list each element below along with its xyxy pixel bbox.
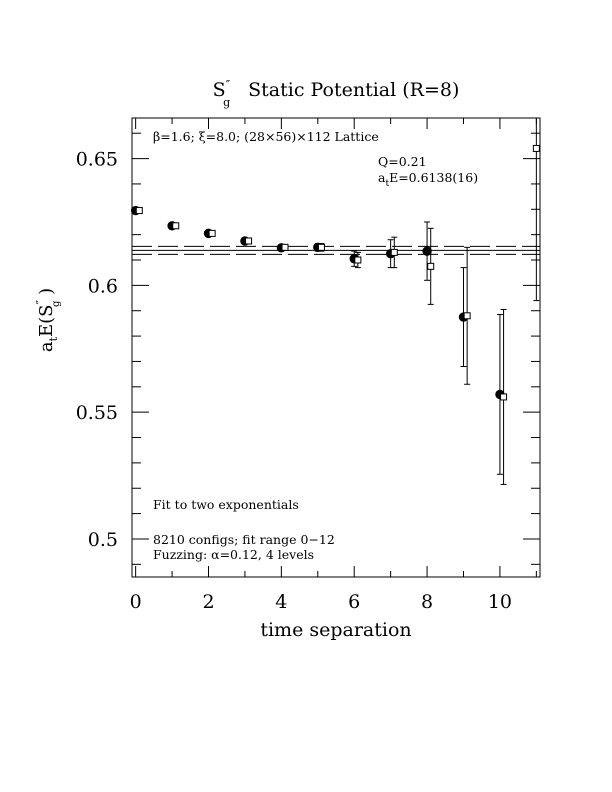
plot-frame — [131, 117, 541, 578]
data-point-square — [135, 207, 143, 215]
data-point-square — [354, 256, 362, 264]
x-tick-label: 4 — [275, 591, 287, 613]
fit-note-annotation: Fit to two exponentials — [153, 497, 299, 512]
y-tick-label: 0.5 — [88, 529, 118, 551]
x-tick-label: 10 — [488, 591, 512, 613]
configs-annotation: 8210 configs; fit range 0−12 — [153, 532, 335, 547]
x-axis-label: time separation — [260, 619, 411, 641]
lattice-annotation: β=1.6; ξ=8.0; (28×56)×112 Lattice — [153, 129, 379, 144]
data-point-square — [245, 237, 253, 245]
x-tick-label: 2 — [202, 591, 214, 613]
y-tick-label: 0.6 — [88, 275, 118, 297]
plot-layer: 0 2 4 6 8 10 0.5 0.55 0.6 0.65 — [76, 117, 541, 613]
y-tick-label: 0.55 — [76, 402, 118, 424]
data-point-square — [172, 222, 180, 230]
q-value-annotation: Q=0.21 — [378, 154, 427, 169]
data-point-square — [463, 312, 471, 320]
data-point-square — [281, 243, 289, 251]
y-tick-label: 0.65 — [76, 149, 118, 171]
x-tick-label: 6 — [348, 591, 360, 613]
data-point-square — [500, 393, 508, 401]
data-point-circle — [422, 246, 432, 256]
data-point-square — [208, 229, 216, 237]
data-point-square — [317, 243, 325, 251]
data-point-square — [390, 248, 398, 256]
energy-annotation: atE=0.6138(16) — [378, 170, 478, 189]
fuzzing-annotation: Fuzzing: α=0.12, 4 levels — [153, 547, 314, 562]
data-point-square — [427, 262, 435, 270]
chart-title: S″ gStatic Potential (R=8) — [213, 78, 460, 109]
y-axis-label: atE(S″ g ) — [34, 288, 62, 352]
data-point-square — [532, 144, 540, 152]
x-tick-label: 8 — [421, 591, 433, 613]
x-tick-label: 0 — [130, 591, 142, 613]
